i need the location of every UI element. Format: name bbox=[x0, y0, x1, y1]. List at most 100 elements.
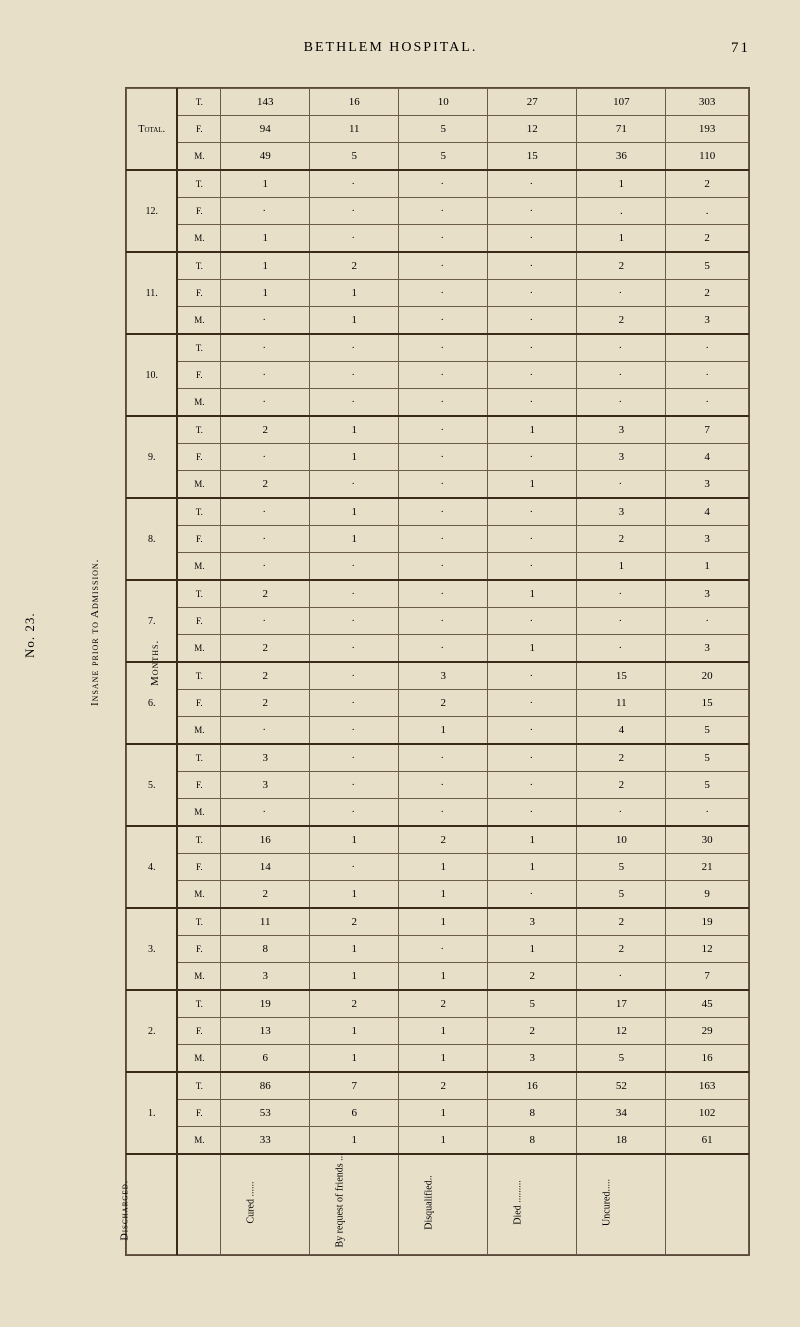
data-cell: 5 bbox=[577, 1045, 666, 1073]
blank-cell bbox=[666, 1154, 749, 1255]
group-header: 11. bbox=[127, 252, 178, 334]
data-cell: · bbox=[221, 444, 310, 471]
data-table-container: Total.T.143161027107303F.941151271193M.4… bbox=[125, 87, 750, 1256]
discharged-label: Discharged. bbox=[120, 1180, 131, 1241]
data-cell: · bbox=[488, 526, 577, 553]
total-cell: 45 bbox=[666, 990, 749, 1018]
sub-header: F. bbox=[177, 444, 220, 471]
data-cell: · bbox=[399, 635, 488, 663]
header-title: BETHLEM HOSPITAL. bbox=[50, 40, 731, 57]
data-cell: · bbox=[221, 389, 310, 417]
data-cell: · bbox=[310, 772, 399, 799]
data-cell: 2 bbox=[221, 690, 310, 717]
total-cell: · bbox=[666, 362, 749, 389]
data-cell: 3 bbox=[399, 662, 488, 690]
data-cell: · bbox=[488, 498, 577, 526]
total-cell: 4 bbox=[666, 498, 749, 526]
data-cell: 1 bbox=[310, 826, 399, 854]
data-cell: · bbox=[488, 881, 577, 909]
category-label: Died ......... bbox=[513, 1158, 524, 1248]
group-header: 9. bbox=[127, 416, 178, 498]
total-cell: 20 bbox=[666, 662, 749, 690]
data-cell: 3 bbox=[577, 498, 666, 526]
table-row: M.49551536110 bbox=[127, 143, 749, 171]
total-cell: 21 bbox=[666, 854, 749, 881]
data-cell: · bbox=[488, 608, 577, 635]
data-cell: 1 bbox=[577, 225, 666, 253]
data-cell: 1 bbox=[488, 416, 577, 444]
data-cell: · bbox=[488, 362, 577, 389]
data-cell: · bbox=[577, 963, 666, 991]
data-cell: 2 bbox=[577, 772, 666, 799]
data-cell: · bbox=[399, 252, 488, 280]
data-cell: 15 bbox=[488, 143, 577, 171]
data-cell: 15 bbox=[577, 662, 666, 690]
data-cell: 7 bbox=[310, 1072, 399, 1100]
data-cell: · bbox=[399, 170, 488, 198]
data-cell: · bbox=[488, 252, 577, 280]
sub-header: M. bbox=[177, 799, 220, 827]
sub-header: F. bbox=[177, 198, 220, 225]
data-cell: · bbox=[488, 225, 577, 253]
data-cell: 12 bbox=[488, 116, 577, 143]
total-cell: 5 bbox=[666, 772, 749, 799]
table-row: F.2·2·1115 bbox=[127, 690, 749, 717]
data-cell: 1 bbox=[221, 170, 310, 198]
data-cell: · bbox=[310, 389, 399, 417]
data-cell: 10 bbox=[399, 89, 488, 116]
data-cell: · bbox=[221, 608, 310, 635]
data-cell: 3 bbox=[488, 908, 577, 936]
data-cell: 33 bbox=[221, 1127, 310, 1155]
data-cell: · bbox=[399, 389, 488, 417]
table-row: M.····11 bbox=[127, 553, 749, 581]
data-cell: · bbox=[221, 362, 310, 389]
table-row: F.941151271193 bbox=[127, 116, 749, 143]
data-cell: · bbox=[221, 334, 310, 362]
sub-header: M. bbox=[177, 963, 220, 991]
data-cell: 11 bbox=[577, 690, 666, 717]
sub-header: M. bbox=[177, 307, 220, 335]
table-row: M.··1·45 bbox=[127, 717, 749, 745]
table-row: F.····.. bbox=[127, 198, 749, 225]
data-cell: 1 bbox=[399, 1100, 488, 1127]
data-cell: 2 bbox=[399, 990, 488, 1018]
total-cell: · bbox=[666, 608, 749, 635]
data-cell: 5 bbox=[399, 143, 488, 171]
data-cell: · bbox=[399, 444, 488, 471]
sub-header: T. bbox=[177, 498, 220, 526]
total-cell: 163 bbox=[666, 1072, 749, 1100]
data-cell: · bbox=[221, 799, 310, 827]
data-cell: 1 bbox=[488, 936, 577, 963]
table-row: 3.T.11213219 bbox=[127, 908, 749, 936]
data-cell: · bbox=[399, 799, 488, 827]
data-cell: 1 bbox=[310, 307, 399, 335]
data-cell: · bbox=[577, 799, 666, 827]
data-cell: 2 bbox=[221, 881, 310, 909]
total-cell: 15 bbox=[666, 690, 749, 717]
table-title-label: Insane prior to Admission. bbox=[89, 559, 101, 706]
sub-header: M. bbox=[177, 1127, 220, 1155]
data-cell: 5 bbox=[488, 990, 577, 1018]
data-cell: 2 bbox=[488, 1018, 577, 1045]
group-header: 1. bbox=[127, 1072, 178, 1154]
sub-header: T. bbox=[177, 334, 220, 362]
data-cell: 1 bbox=[310, 1018, 399, 1045]
data-cell: · bbox=[488, 662, 577, 690]
table-row: 5.T.3···25 bbox=[127, 744, 749, 772]
table-row: F.·1··34 bbox=[127, 444, 749, 471]
table-row: F.·1··23 bbox=[127, 526, 749, 553]
data-cell: 1 bbox=[221, 225, 310, 253]
group-header: Total. bbox=[127, 89, 178, 171]
data-cell: 2 bbox=[310, 990, 399, 1018]
data-cell: · bbox=[577, 608, 666, 635]
data-cell: · bbox=[488, 389, 577, 417]
data-cell: · bbox=[399, 553, 488, 581]
category-label: Cured ...... bbox=[246, 1158, 257, 1248]
data-cell: · bbox=[488, 444, 577, 471]
data-cell: 1 bbox=[310, 936, 399, 963]
data-cell: 1 bbox=[310, 444, 399, 471]
data-cell: 3 bbox=[221, 772, 310, 799]
sub-header: F. bbox=[177, 690, 220, 717]
total-cell: 303 bbox=[666, 89, 749, 116]
table-row: M.6113516 bbox=[127, 1045, 749, 1073]
